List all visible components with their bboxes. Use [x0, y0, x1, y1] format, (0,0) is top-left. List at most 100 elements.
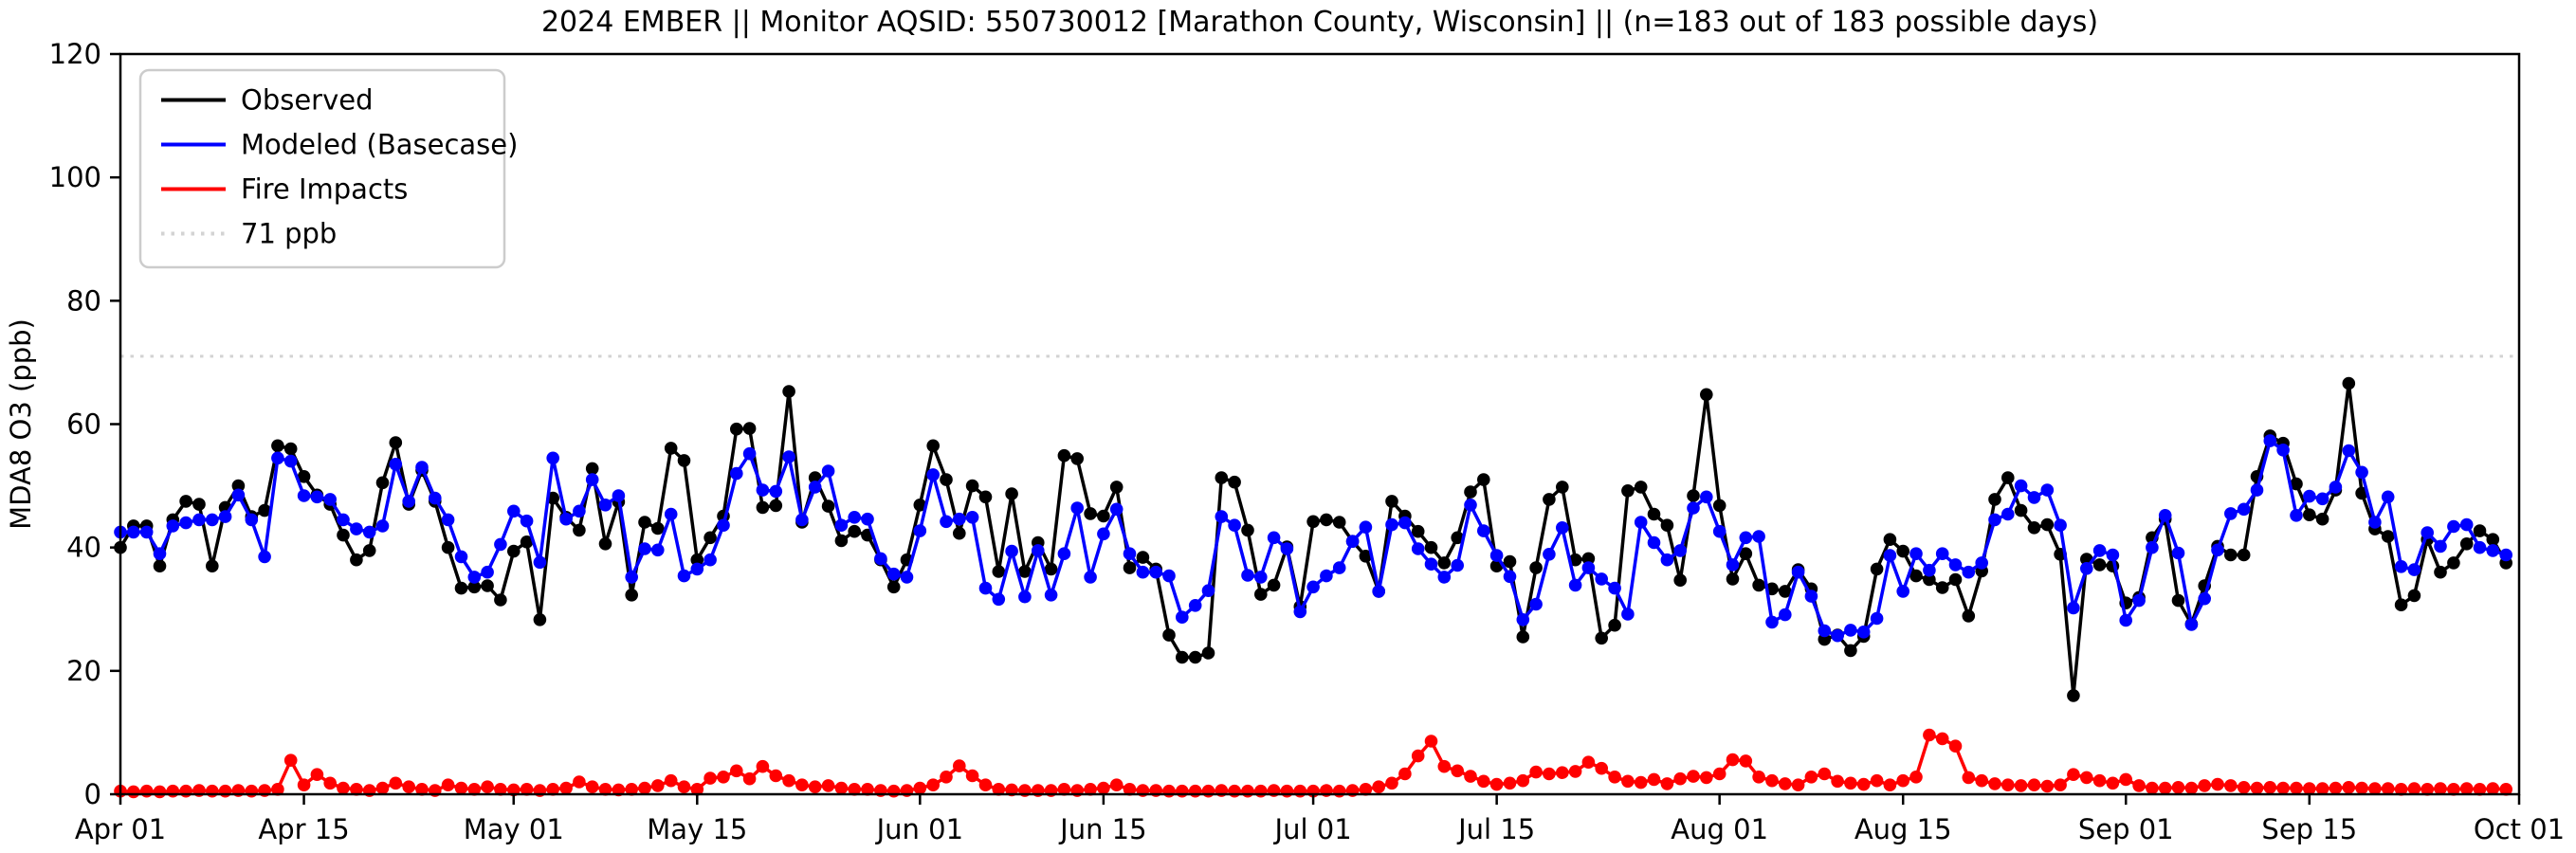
fire-impacts-marker — [1856, 777, 1871, 791]
modeled-marker — [834, 518, 849, 532]
modeled-marker — [283, 454, 298, 468]
observed-marker — [1712, 499, 1726, 513]
fire-impacts-marker — [598, 783, 612, 796]
modeled-marker — [533, 555, 547, 570]
observed-marker — [533, 613, 547, 626]
fire-impacts-marker — [926, 778, 940, 791]
modeled-marker — [2224, 507, 2238, 520]
observed-marker — [585, 462, 599, 476]
modeled-marker — [1673, 544, 1687, 557]
modeled-marker — [1844, 624, 1857, 637]
modeled-marker — [258, 550, 271, 564]
modeled-marker — [520, 514, 534, 528]
modeled-marker — [717, 518, 730, 532]
observed-marker — [2434, 565, 2447, 579]
fire-impacts-marker — [245, 784, 259, 798]
modeled-marker — [1516, 613, 1530, 626]
modeled-marker — [1136, 565, 1150, 579]
fire-impacts-marker — [2067, 768, 2080, 781]
fire-impacts-marker — [1870, 773, 1884, 788]
modeled-marker — [1084, 571, 1097, 584]
fire-impacts-marker — [1084, 783, 1097, 796]
observed-marker — [454, 581, 468, 595]
modeled-marker — [2342, 444, 2356, 458]
fire-impacts-marker — [1372, 780, 1385, 793]
fire-impacts-marker — [730, 764, 743, 778]
observed-marker — [1451, 531, 1464, 545]
fire-impacts-marker — [1804, 771, 1818, 784]
x-tick-label: Jul 15 — [1456, 813, 1535, 845]
modeled-marker — [481, 565, 494, 579]
modeled-marker — [978, 581, 993, 595]
modeled-marker — [598, 499, 612, 512]
observed-marker — [756, 500, 770, 515]
fire-impacts-marker — [1687, 770, 1700, 783]
fire-impacts-marker — [2355, 781, 2368, 795]
observed-marker — [192, 498, 206, 511]
observed-marker — [1962, 609, 1976, 623]
modeled-marker — [1201, 584, 1215, 597]
fire-impacts-marker — [2146, 781, 2159, 795]
fire-impacts-marker — [769, 769, 783, 783]
observed-marker — [886, 580, 901, 594]
fire-impacts-marker — [742, 771, 757, 786]
fire-impacts-marker — [2342, 781, 2356, 794]
fire-impacts-marker — [1437, 759, 1452, 773]
modeled-marker — [2381, 490, 2395, 504]
observed-marker — [1700, 388, 1713, 402]
modeled-marker — [2276, 444, 2290, 457]
modeled-marker — [2421, 526, 2434, 539]
x-tick-label: May 01 — [464, 813, 564, 845]
modeled-marker — [2198, 591, 2211, 606]
legend-label-1: Observed — [241, 84, 374, 117]
modeled-marker — [1372, 585, 1385, 598]
observed-marker — [1464, 485, 1477, 499]
fire-impacts-marker — [2171, 781, 2185, 794]
modeled-marker — [1856, 626, 1871, 639]
modeled-marker — [926, 468, 940, 481]
modeled-marker — [2447, 519, 2460, 534]
observed-marker — [507, 544, 521, 558]
modeled-marker — [2080, 562, 2093, 575]
fire-impacts-marker — [1556, 766, 1569, 779]
observed-marker — [1568, 553, 1582, 567]
observed-marker — [1634, 481, 1648, 494]
modeled-marker — [2119, 613, 2132, 627]
observed-marker — [1201, 646, 1215, 660]
modeled-marker — [1411, 542, 1425, 555]
fire-impacts-marker — [1057, 783, 1071, 796]
fire-impacts-marker — [179, 784, 192, 798]
fire-impacts-marker — [1188, 784, 1202, 798]
x-tick-label: Jun 01 — [875, 813, 963, 845]
fire-impacts-marker — [1673, 771, 1687, 786]
modeled-marker — [271, 451, 284, 465]
modeled-marker — [1634, 516, 1648, 529]
modeled-marker — [218, 510, 232, 523]
fire-impacts-marker — [573, 775, 586, 789]
modeled-marker — [1595, 572, 1608, 586]
modeled-marker — [1149, 565, 1162, 579]
fire-impacts-marker — [1948, 739, 1963, 753]
legend-label-2: Modeled (Basecase) — [241, 129, 518, 161]
fire-impacts-marker — [2054, 778, 2067, 791]
fire-impacts-marker — [2198, 779, 2211, 792]
observed-marker — [271, 439, 284, 453]
modeled-marker — [2263, 434, 2277, 447]
observed-marker — [350, 553, 363, 567]
legend-label-3: Fire Impacts — [241, 173, 408, 206]
fire-impacts-marker — [1464, 770, 1477, 783]
modeled-marker — [953, 512, 966, 526]
modeled-marker — [1005, 544, 1018, 558]
modeled-marker — [127, 525, 140, 539]
fire-impacts-marker — [2329, 781, 2343, 795]
observed-marker — [153, 559, 167, 572]
observed-marker — [1136, 551, 1150, 564]
fire-impacts-marker — [2211, 777, 2224, 791]
fire-impacts-marker — [1779, 777, 1792, 790]
fire-impacts-marker — [1791, 778, 1805, 791]
observed-marker — [362, 544, 376, 557]
fire-impacts-marker — [940, 771, 953, 784]
fire-impacts-marker — [1489, 777, 1504, 791]
modeled-marker — [2303, 489, 2316, 503]
observed-marker — [1529, 561, 1543, 574]
